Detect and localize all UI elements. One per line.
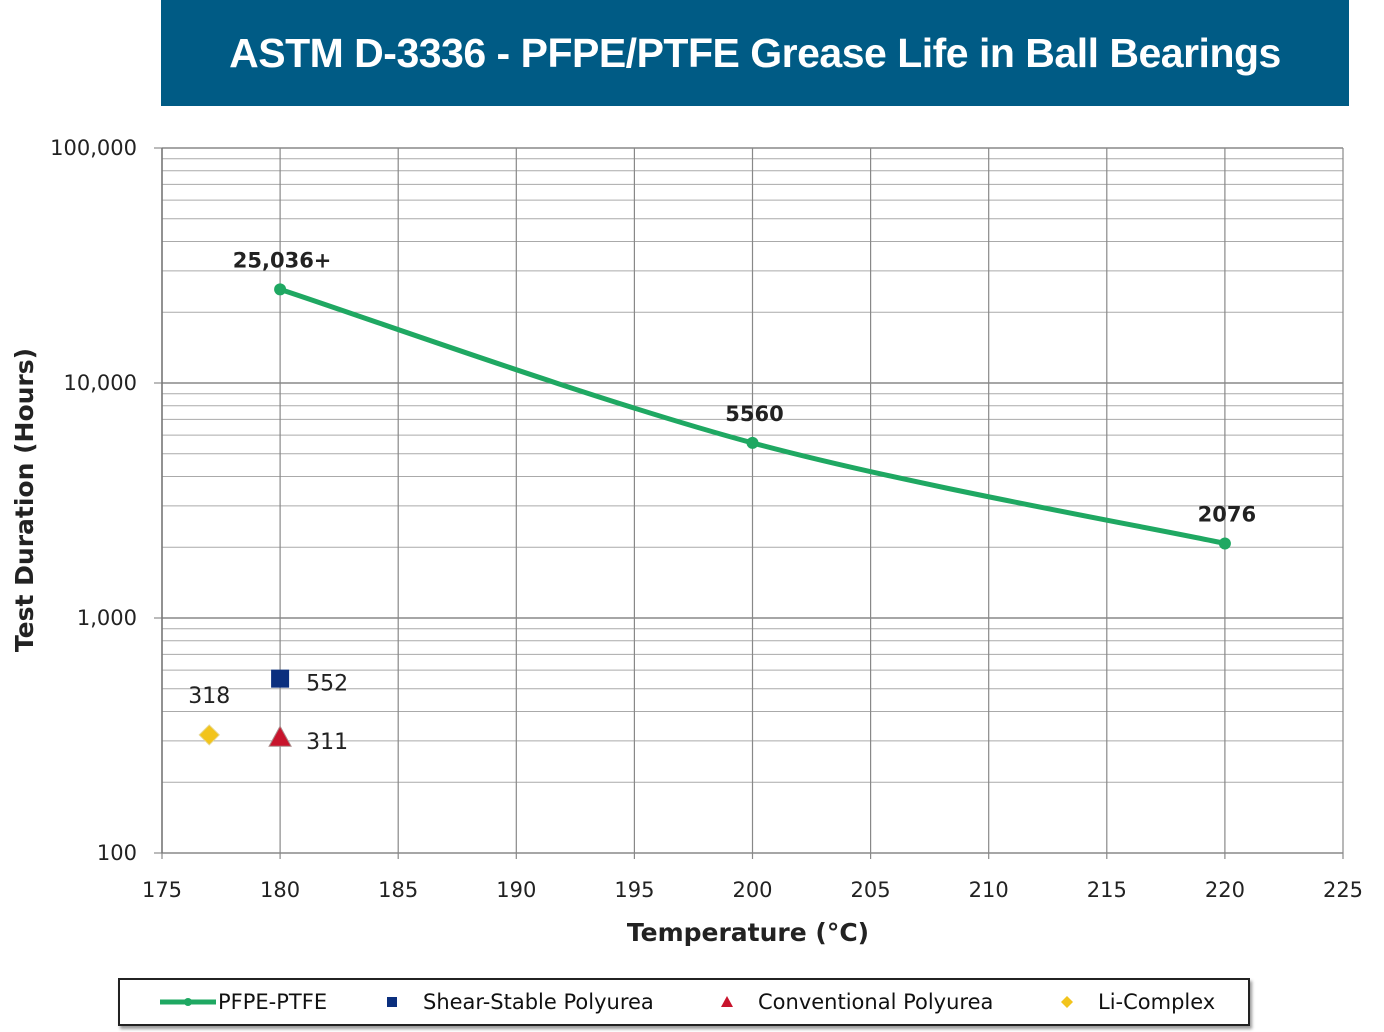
y-axis-title: Test Duration (Hours) — [10, 348, 39, 652]
data-label: 5560 — [725, 402, 783, 426]
y-tick-label: 10,000 — [64, 371, 137, 395]
y-tick-label: 1,000 — [77, 606, 137, 630]
x-tick-label: 175 — [142, 878, 182, 902]
legend: PFPE-PTFE Shear-Stable Polyurea Convention… — [118, 978, 1250, 1026]
legend-label: Conventional Polyurea — [758, 990, 994, 1014]
x-tick-label: 180 — [260, 878, 300, 902]
legend-swatch-circle-icon — [160, 998, 216, 1006]
legend-label: PFPE-PTFE — [218, 990, 328, 1014]
y-tick-label: 100 — [97, 841, 137, 865]
chart-plot: 175 180 185 190 195 200 205 210 215 220 225 100 1,00… — [10, 136, 1363, 947]
data-point — [268, 725, 292, 747]
data-point — [198, 724, 220, 746]
legend-label: Li-Complex — [1098, 990, 1216, 1014]
x-tick-label: 205 — [851, 878, 891, 902]
x-tick-label: 195 — [614, 878, 654, 902]
data-point — [746, 436, 759, 449]
y-tick-label: 100,000 — [50, 136, 137, 160]
x-axis-title: Temperature (°C) — [627, 918, 869, 947]
legend-label: Shear-Stable Polyurea — [423, 990, 654, 1014]
x-tick-label: 200 — [732, 878, 772, 902]
legend-swatch-triangle-icon — [721, 996, 733, 1007]
x-tick-label: 220 — [1205, 878, 1245, 902]
data-label: 311 — [306, 730, 348, 755]
legend-item: Conventional Polyurea — [720, 990, 993, 1014]
data-label: 25,036+ — [233, 248, 332, 272]
legend-item: PFPE-PTFE — [160, 990, 327, 1014]
data-label: 2076 — [1198, 502, 1256, 526]
data-point — [274, 283, 287, 296]
data-point — [271, 669, 290, 688]
legend-swatch-diamond-icon — [1061, 996, 1073, 1008]
x-tick-label: 225 — [1323, 878, 1363, 902]
legend-item: Li-Complex — [1060, 990, 1215, 1014]
data-point — [1218, 537, 1231, 550]
x-tick-label: 215 — [1087, 878, 1127, 902]
x-tick-label: 210 — [969, 878, 1009, 902]
data-label: 318 — [188, 684, 230, 709]
legend-item: Shear-Stable Polyurea — [385, 990, 654, 1014]
x-tick-label: 190 — [496, 878, 536, 902]
legend-swatch-square-icon — [387, 997, 397, 1007]
data-label: 552 — [306, 672, 348, 697]
x-tick-label: 185 — [378, 878, 418, 902]
chart-title: ASTM D-3336 - PFPE/PTFE Grease Life in B… — [161, 0, 1349, 106]
